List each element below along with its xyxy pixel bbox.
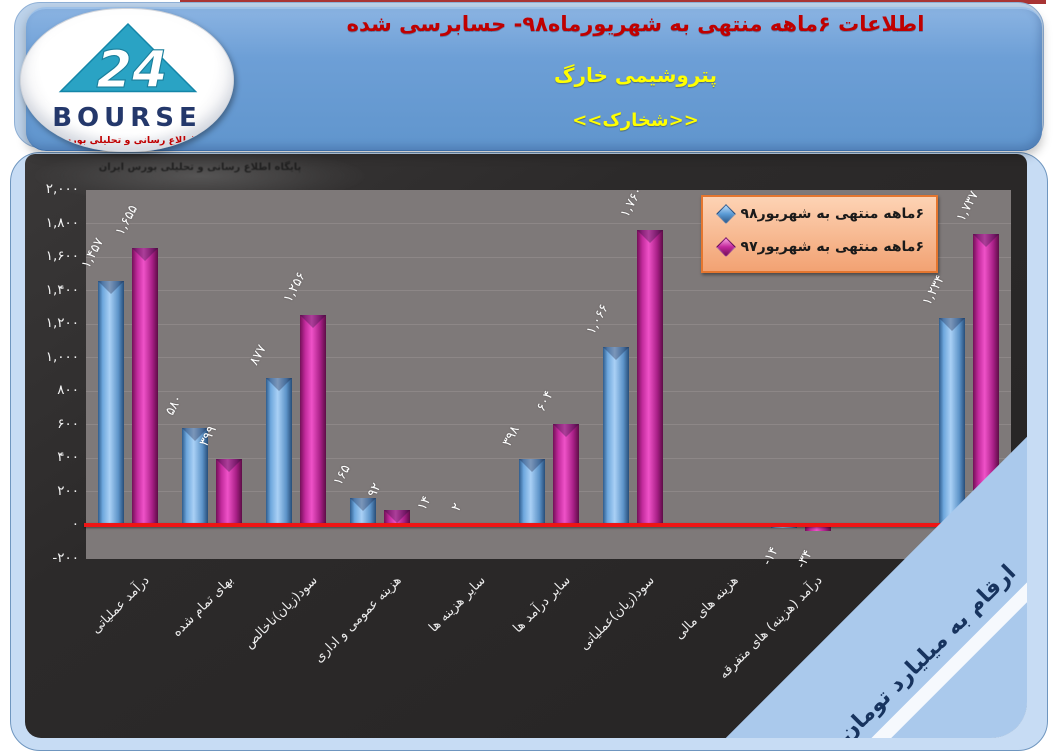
y-axis-tick-label: ۴۰۰ xyxy=(57,449,79,466)
y-axis-tick-label: ۶۰۰ xyxy=(57,415,79,432)
y-axis-tick-label: -۲۰۰ xyxy=(52,550,79,566)
bar-cap xyxy=(518,458,545,472)
bar-cap xyxy=(98,281,125,295)
bourse24-triangle-icon: 24 xyxy=(58,22,198,101)
bar-series2-cat2 xyxy=(216,458,243,526)
bar-cap xyxy=(300,314,327,328)
bar-cap xyxy=(216,458,243,472)
y-axis-tick-label: ۰ xyxy=(71,516,79,533)
bar-cap xyxy=(602,346,629,360)
bar-cap xyxy=(132,247,159,261)
y-axis-tick-label: ۲,۰۰۰ xyxy=(45,181,79,197)
gridline xyxy=(86,357,1011,359)
bar-series2-cat1 xyxy=(132,247,159,526)
header-text-block: اطلاعات ۶ماهه منتهی به شهریورماه۹۸- حساب… xyxy=(240,0,1031,148)
gridline xyxy=(86,223,1011,225)
bar-series2-cat4 xyxy=(384,510,411,526)
bar-series2-cat7 xyxy=(636,230,663,526)
bar-series1-cat6 xyxy=(518,458,545,526)
bar-series2-cat3 xyxy=(300,314,327,526)
legend-item-98: ۶ماهه منتهی به شهریور۹۸ xyxy=(703,197,936,230)
bar-cap xyxy=(636,230,663,244)
bar-series1-cat3 xyxy=(266,378,293,526)
zero-axis-line xyxy=(84,523,1013,528)
gridline xyxy=(86,323,1011,325)
y-axis-tick-label: ۱,۲۰۰ xyxy=(45,315,79,332)
report-title: اطلاعات ۶ماهه منتهی به شهریورماه۹۸- حساب… xyxy=(346,12,925,36)
bar-series1-cat2 xyxy=(182,428,209,526)
bar-cap xyxy=(384,510,411,524)
logo-tagline: پایگاه اطلاع رسانی و تحلیلی بورس ایران xyxy=(30,135,224,146)
gridline xyxy=(86,390,1011,392)
company-name: پتروشیمی خارگ xyxy=(554,63,717,87)
x-axis-category-label: درآمد عملیاتی xyxy=(88,573,153,638)
y-axis-tick-label: ۱,۴۰۰ xyxy=(45,281,79,298)
chart-legend: ۶ماهه منتهی به شهریور۹۸ ۶ماهه منتهی به ش… xyxy=(701,195,938,273)
gridline xyxy=(86,290,1011,292)
bar-series1-cat7 xyxy=(602,346,629,526)
gridline xyxy=(86,491,1011,493)
bar-cap xyxy=(182,428,209,442)
chart-frame: پایگاه اطلاع رسانی و تحلیلی بورس ایران ۶… xyxy=(10,152,1048,751)
bar-cap xyxy=(552,424,579,438)
bar-series2-cat6 xyxy=(552,424,579,526)
bar-cap xyxy=(350,497,377,511)
gridline xyxy=(86,457,1011,459)
gridline xyxy=(86,256,1011,258)
bar-series2-cat9 xyxy=(804,525,831,532)
y-axis-tick-label: ۸۰۰ xyxy=(57,382,79,399)
bar-cap xyxy=(266,378,293,392)
ticker-symbol: <<شخارک>> xyxy=(572,110,699,131)
logo-brand-text: BOURSE xyxy=(52,103,202,133)
legend-label-98: ۶ماهه منتهی به شهریور۹۸ xyxy=(740,205,924,222)
y-axis-tick-label: ۲۰۰ xyxy=(57,482,79,499)
svg-text:24: 24 xyxy=(97,41,168,100)
bar-series1-cat1 xyxy=(98,281,125,526)
chart-canvas: پایگاه اطلاع رسانی و تحلیلی بورس ایران ۶… xyxy=(25,154,1027,738)
bar-cap xyxy=(938,318,965,332)
y-axis-tick-label: ۱,۸۰۰ xyxy=(45,214,79,231)
y-axis-tick-label: ۱,۶۰۰ xyxy=(45,248,79,265)
y-axis-tick-label: ۱,۰۰۰ xyxy=(45,348,79,365)
bar-series1-cat4 xyxy=(350,497,377,526)
bourse24-logo: 24 BOURSE پایگاه اطلاع رسانی و تحلیلی بو… xyxy=(20,8,234,152)
legend-item-97: ۶ماهه منتهی به شهریور۹۷ xyxy=(703,230,936,263)
x-axis-category-label: هزینه های مالی xyxy=(671,573,742,643)
bar-series1-cat11 xyxy=(938,318,965,526)
bar-cap xyxy=(972,234,999,248)
legend-marker-blue-icon xyxy=(715,203,736,224)
x-axis-category-label: سود(زیان)عملیاتی xyxy=(576,573,658,654)
gridline xyxy=(86,424,1011,426)
legend-label-97: ۶ماهه منتهی به شهریور۹۷ xyxy=(740,238,924,255)
legend-marker-magenta-icon xyxy=(715,236,736,257)
